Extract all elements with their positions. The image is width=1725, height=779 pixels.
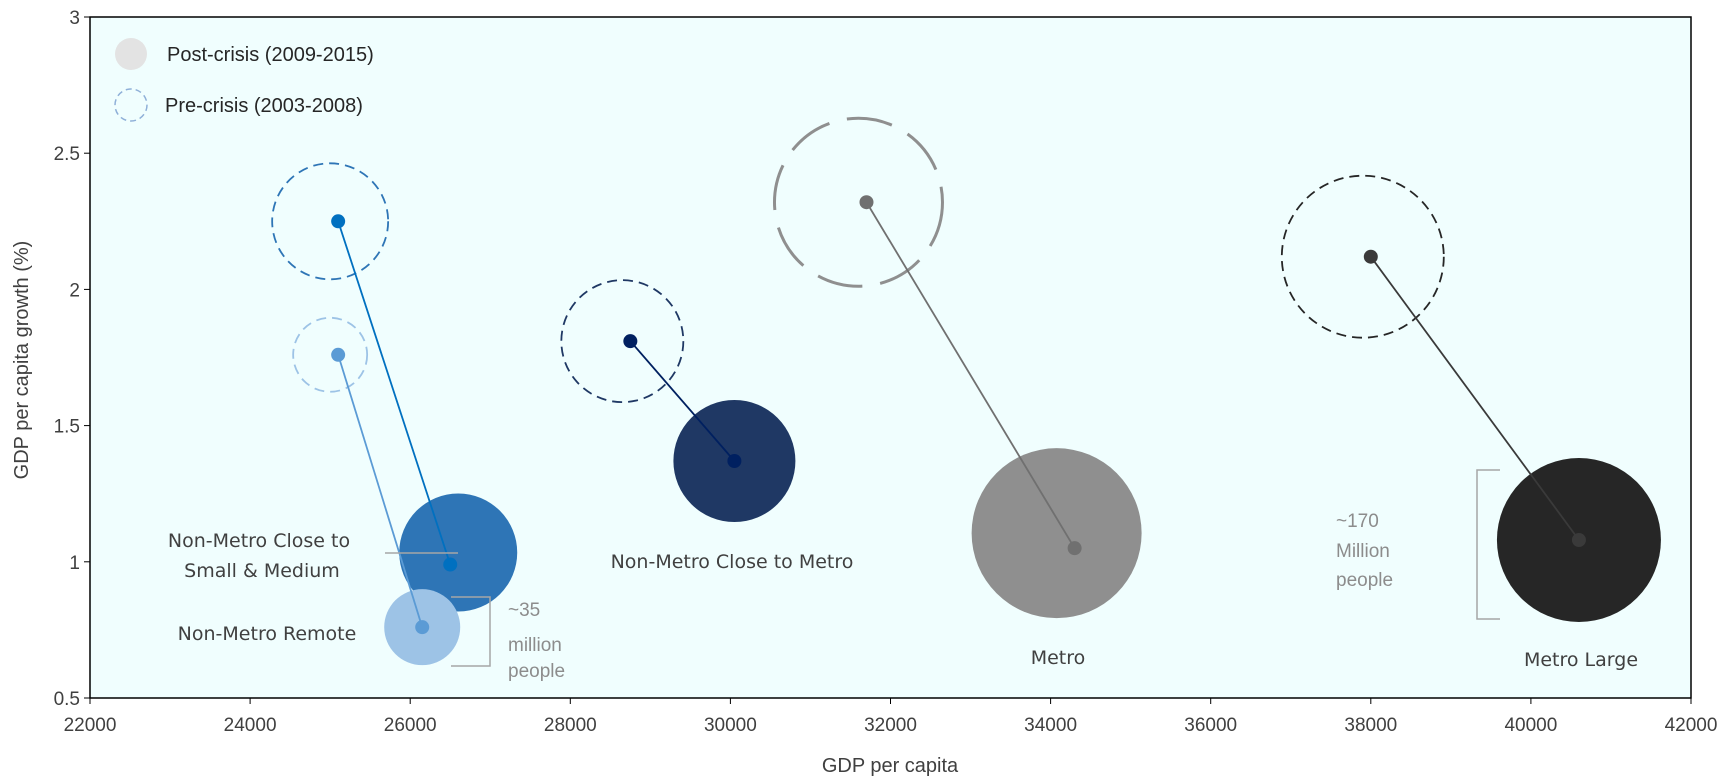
post-crisis-point xyxy=(1571,533,1586,548)
pre-crisis-bubbles xyxy=(271,116,1445,404)
pre-crisis-point xyxy=(623,334,638,349)
connector-line xyxy=(337,354,424,628)
x-tick-label: 38000 xyxy=(1344,715,1397,736)
x-tick-label: 24000 xyxy=(224,715,277,736)
y-tick-label: 2.5 xyxy=(54,144,80,165)
connector-line xyxy=(1370,256,1580,541)
legend-pre-crisis-label: Pre-crisis (2003-2008) xyxy=(165,95,363,117)
x-tick-label: 40000 xyxy=(1504,715,1557,736)
label-non-metro-close-metro: Non-Metro Close to Metro xyxy=(611,551,854,573)
x-axis-ticks: 22000 24000 26000 28000 30000 32000 34000 36000… xyxy=(64,698,1718,736)
post-crisis-point xyxy=(415,620,430,635)
x-tick-label: 32000 xyxy=(864,715,917,736)
legend-pre-crisis-swatch xyxy=(114,88,148,122)
label-metro-large: Metro Large xyxy=(1524,649,1638,671)
pre-crisis-point xyxy=(331,347,346,362)
pre-crisis-point xyxy=(1363,249,1378,264)
y-tick-label: 0.5 xyxy=(54,689,80,710)
y-tick-label: 1.5 xyxy=(54,417,80,438)
annotation-35-million: ~35 million people xyxy=(508,600,567,682)
post-crisis-point xyxy=(443,557,458,572)
pre-crisis-point xyxy=(331,214,346,229)
population-annotations: ~35 million people ~170 Million people xyxy=(451,469,1500,682)
post-crisis-bubbles xyxy=(384,400,1661,666)
pre-crisis-bubble xyxy=(772,116,944,288)
pre-crisis-bubble xyxy=(292,316,369,393)
y-tick-label: 3 xyxy=(69,8,80,29)
y-axis-title: GDP per capita growth (%) xyxy=(11,241,33,480)
y-tick-label: 2 xyxy=(69,280,80,301)
connector-line xyxy=(337,221,452,565)
label-non-metro-close-small-medium: Non-Metro Close to Small & Medium xyxy=(168,530,356,582)
connector-line xyxy=(865,201,1076,549)
label-metro: Metro xyxy=(1031,647,1086,669)
legend-post-crisis-label: Post-crisis (2009-2015) xyxy=(167,44,374,66)
x-tick-label: 22000 xyxy=(64,715,117,736)
connector-line xyxy=(629,340,736,462)
legend-post-crisis-swatch xyxy=(115,38,147,70)
post-crisis-point xyxy=(727,454,742,469)
x-tick-label: 42000 xyxy=(1665,715,1718,736)
center-dots xyxy=(331,195,1586,635)
pre-crisis-bubble xyxy=(271,162,390,281)
pre-crisis-bubble xyxy=(560,279,685,404)
x-tick-label: 34000 xyxy=(1024,715,1077,736)
label-non-metro-remote: Non-Metro Remote xyxy=(178,623,357,645)
x-tick-label: 30000 xyxy=(704,715,757,736)
bracket-35-million xyxy=(451,596,491,667)
annotation-170-million: ~170 Million people xyxy=(1336,511,1395,591)
connector-lines xyxy=(337,201,1580,628)
x-tick-label: 28000 xyxy=(544,715,597,736)
bracket-170-million xyxy=(1476,469,1500,620)
post-crisis-point xyxy=(1067,541,1082,556)
pre-crisis-bubble xyxy=(1280,174,1445,339)
post-crisis-bubble xyxy=(399,493,518,612)
x-axis-title: GDP per capita xyxy=(822,755,959,777)
legend: Post-crisis (2009-2015) Pre-crisis (2003… xyxy=(114,38,374,122)
x-tick-label: 36000 xyxy=(1184,715,1237,736)
y-tick-label: 1 xyxy=(69,553,80,574)
y-axis-ticks: 0.5 1 1.5 2 2.5 3 xyxy=(54,8,90,710)
post-crisis-bubble xyxy=(971,448,1142,619)
x-tick-label: 26000 xyxy=(384,715,437,736)
plot-area xyxy=(89,16,1692,699)
series-labels: Non-Metro Close to Small & Medium Non-Me… xyxy=(168,530,1638,671)
pre-crisis-point xyxy=(859,195,874,210)
